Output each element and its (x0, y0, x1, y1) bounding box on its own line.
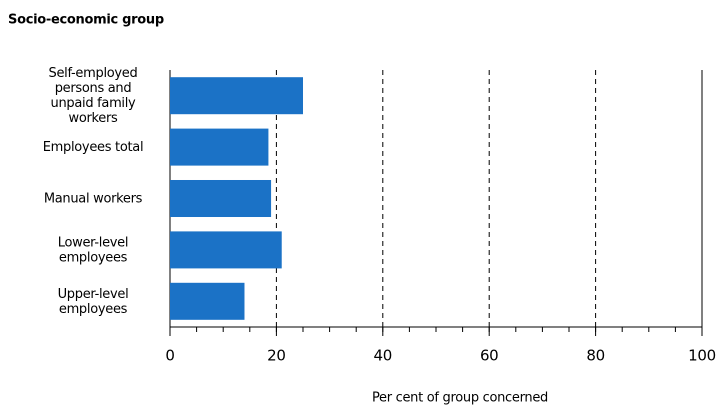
x-axis-label: Per cent of group concerned (372, 391, 548, 406)
x-tick-label: 100 (688, 347, 716, 365)
chart-title: Socio-economic group (8, 13, 164, 28)
y-tick-label: Employees total (43, 140, 144, 155)
y-tick-label: Lower-level employees (58, 235, 128, 265)
y-tick-label: Upper-level employees (58, 286, 129, 316)
x-tick-label: 20 (267, 347, 286, 365)
bar (170, 179, 272, 218)
x-tick-label: 0 (165, 347, 174, 365)
bar (170, 231, 282, 269)
bar (170, 282, 245, 320)
x-tick-label: 80 (586, 347, 605, 365)
x-tick-label: 40 (374, 347, 393, 365)
y-tick-label: Self-employed persons and unpaid family wor… (49, 66, 138, 126)
x-tick-label: 60 (480, 347, 499, 365)
y-tick-label: Manual workers (44, 191, 143, 206)
bar (170, 128, 269, 166)
bar (170, 77, 303, 115)
